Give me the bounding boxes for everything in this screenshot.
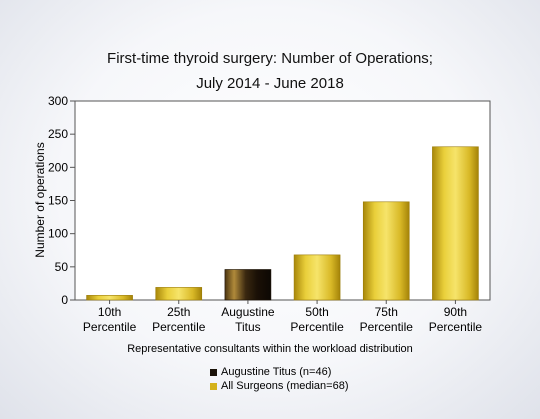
x-category-label: Percentile: [83, 320, 137, 334]
x-category-label: Augustine: [221, 305, 275, 319]
legend-swatch-dark: [210, 368, 217, 376]
x-category-label: 50th: [305, 305, 328, 319]
bar-highlight: [224, 269, 272, 301]
y-axis: 0 50 100 150 200 250 300: [48, 94, 75, 307]
legend-item-all-surgeons: All Surgeons (median=68): [210, 380, 349, 392]
y-tick-label: 300: [48, 94, 68, 108]
legend-label: Augustine Titus (n=46): [221, 366, 332, 378]
plot-area: [74, 100, 491, 301]
bar: [432, 146, 479, 301]
chart-title-line-1: First-time thyroid surgery: Number of Op…: [107, 50, 433, 67]
y-axis-label: Number of operations: [33, 142, 47, 257]
x-category-label: 25th: [167, 305, 190, 319]
x-category-label: Titus: [235, 320, 261, 334]
y-tick-label: 200: [48, 160, 68, 174]
bars: [86, 146, 479, 301]
x-category-label: 75th: [375, 305, 398, 319]
y-tick-label: 0: [61, 293, 68, 307]
x-category-label: Percentile: [152, 320, 206, 334]
legend-label: All Surgeons (median=68): [221, 380, 349, 392]
y-tick-label: 100: [48, 227, 68, 241]
chart-title-line-2: July 2014 - June 2018: [196, 75, 344, 92]
bar: [293, 254, 341, 301]
y-tick-label: 250: [48, 127, 68, 141]
x-axis-label: Representative consultants within the wo…: [127, 343, 413, 355]
x-category-label: 10th: [98, 305, 121, 319]
x-axis-categories: 10thPercentile25thPercentileAugustineTit…: [83, 300, 483, 334]
bar: [155, 287, 203, 301]
x-category-label: Percentile: [360, 320, 414, 334]
y-tick-label: 150: [48, 194, 68, 208]
bar: [86, 295, 133, 301]
x-category-label: 90th: [444, 305, 467, 319]
y-tick-label: 50: [55, 260, 69, 274]
x-category-label: Percentile: [429, 320, 483, 334]
legend-item-augustine: Augustine Titus (n=46): [210, 366, 331, 378]
legend-swatch-gold: [210, 382, 217, 390]
bar: [362, 201, 410, 301]
x-category-label: Percentile: [290, 320, 344, 334]
